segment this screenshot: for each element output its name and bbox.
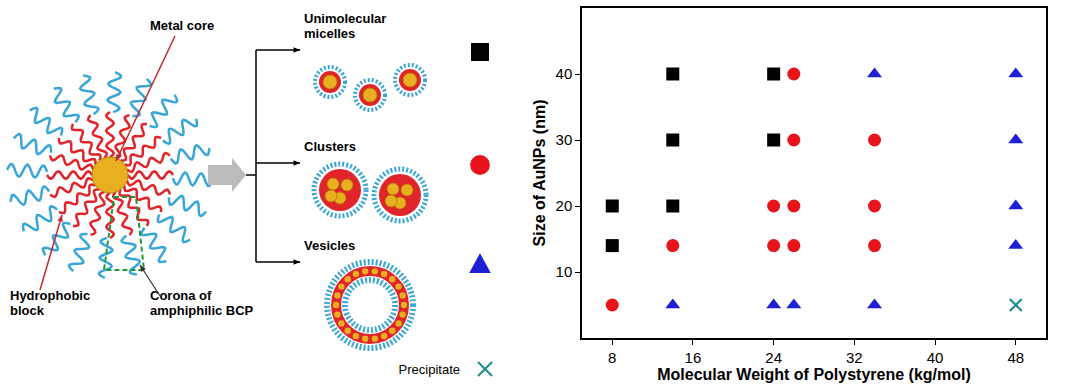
svg-text:10: 10 <box>556 263 573 280</box>
svg-text:48: 48 <box>1007 349 1024 366</box>
svg-text:20: 20 <box>556 197 573 214</box>
svg-text:32: 32 <box>846 349 863 366</box>
svg-text:40: 40 <box>927 349 944 366</box>
svg-text:Clusters: Clusters <box>304 139 356 154</box>
svg-text:Vesicles: Vesicles <box>304 238 355 253</box>
svg-text:Precipitate: Precipitate <box>399 362 460 377</box>
svg-text:16: 16 <box>685 349 702 366</box>
svg-text:Hydrophobicblock: Hydrophobicblock <box>10 288 90 318</box>
svg-text:Unimolecularmicelles: Unimolecularmicelles <box>304 11 386 41</box>
svg-text:Metal core: Metal core <box>150 18 214 33</box>
svg-text:24: 24 <box>765 349 782 366</box>
svg-text:30: 30 <box>556 131 573 148</box>
svg-text:Molecular Weight of Polystyren: Molecular Weight of Polystyrene (kg/mol) <box>657 366 971 383</box>
svg-text:40: 40 <box>556 65 573 82</box>
svg-text:Corona ofamphiphilic BCP: Corona ofamphiphilic BCP <box>150 288 254 318</box>
svg-text:8: 8 <box>608 349 616 366</box>
svg-text:Size of AuNPs (nm): Size of AuNPs (nm) <box>531 100 548 247</box>
